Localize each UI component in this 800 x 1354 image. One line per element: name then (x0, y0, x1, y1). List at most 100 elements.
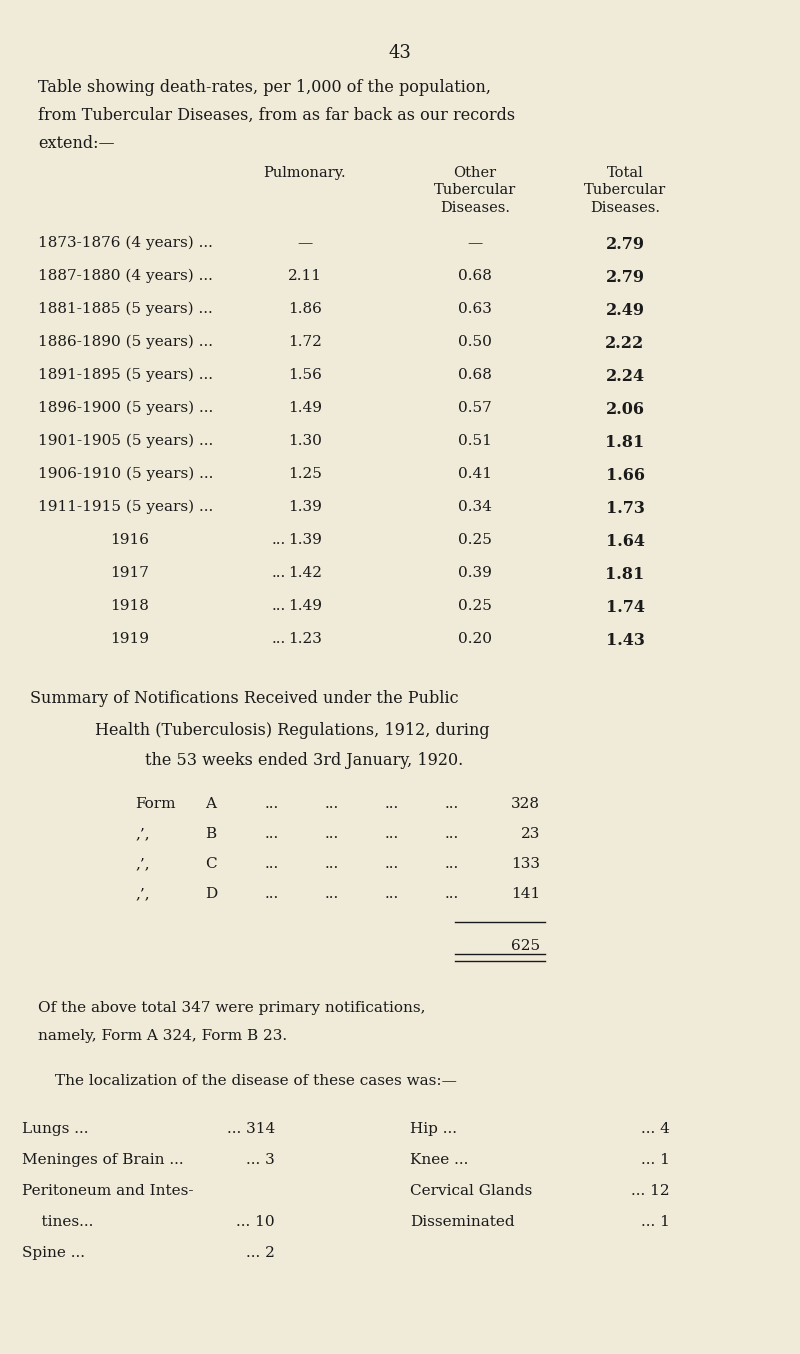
Text: 1.42: 1.42 (288, 566, 322, 580)
Text: ...: ... (325, 887, 339, 900)
Text: ...: ... (265, 857, 279, 871)
Text: ...: ... (325, 798, 339, 811)
Text: Hip ...: Hip ... (410, 1122, 457, 1136)
Text: Summary of Notifications Received under the Public: Summary of Notifications Received under … (30, 691, 458, 707)
Text: namely, Form A 324, Form B 23.: namely, Form A 324, Form B 23. (38, 1029, 287, 1043)
Text: ...: ... (445, 827, 459, 841)
Text: from Tubercular Diseases, from as far back as our records: from Tubercular Diseases, from as far ba… (38, 107, 515, 125)
Text: 625: 625 (511, 940, 540, 953)
Text: ...: ... (272, 566, 286, 580)
Text: 2.79: 2.79 (606, 269, 645, 286)
Text: 2.24: 2.24 (606, 368, 645, 385)
Text: ... 12: ... 12 (631, 1183, 670, 1198)
Text: 1.30: 1.30 (288, 435, 322, 448)
Text: 1.23: 1.23 (288, 632, 322, 646)
Text: 1917: 1917 (110, 566, 149, 580)
Text: 0.20: 0.20 (458, 632, 492, 646)
Text: ...: ... (385, 827, 399, 841)
Text: 0.57: 0.57 (458, 401, 492, 414)
Text: Peritoneum and Intes-: Peritoneum and Intes- (22, 1183, 194, 1198)
Text: 1.74: 1.74 (606, 598, 645, 616)
Text: 1887-1880 (4 years) ...: 1887-1880 (4 years) ... (38, 269, 213, 283)
Text: 1.64: 1.64 (606, 533, 645, 550)
Text: 0.51: 0.51 (458, 435, 492, 448)
Text: 2.49: 2.49 (606, 302, 645, 320)
Text: 1901-1905 (5 years) ...: 1901-1905 (5 years) ... (38, 435, 214, 448)
Text: 0.63: 0.63 (458, 302, 492, 315)
Text: 1919: 1919 (110, 632, 149, 646)
Text: 1.72: 1.72 (288, 334, 322, 349)
Text: 0.25: 0.25 (458, 598, 492, 613)
Text: ... 314: ... 314 (226, 1122, 275, 1136)
Text: —: — (467, 236, 482, 250)
Text: ...: ... (385, 798, 399, 811)
Text: 2.11: 2.11 (288, 269, 322, 283)
Text: 1.39: 1.39 (288, 500, 322, 515)
Text: ...: ... (265, 798, 279, 811)
Text: C: C (205, 857, 217, 871)
Text: 1916: 1916 (110, 533, 149, 547)
Text: Other
Tubercular
Diseases.: Other Tubercular Diseases. (434, 167, 516, 214)
Text: ...: ... (385, 887, 399, 900)
Text: ...: ... (325, 857, 339, 871)
Text: the 53 weeks ended 3rd January, 1920.: the 53 weeks ended 3rd January, 1920. (145, 751, 463, 769)
Text: Health (Tuberculosis) Regulations, 1912, during: Health (Tuberculosis) Regulations, 1912,… (95, 722, 490, 739)
Text: 2.06: 2.06 (606, 401, 645, 418)
Text: D: D (205, 887, 218, 900)
Text: 2.22: 2.22 (606, 334, 645, 352)
Text: ... 3: ... 3 (246, 1154, 275, 1167)
Text: Total
Tubercular
Diseases.: Total Tubercular Diseases. (584, 167, 666, 214)
Text: 1896-1900 (5 years) ...: 1896-1900 (5 years) ... (38, 401, 214, 416)
Text: —: — (298, 236, 313, 250)
Text: 1918: 1918 (110, 598, 149, 613)
Text: Lungs ...: Lungs ... (22, 1122, 89, 1136)
Text: Meninges of Brain ...: Meninges of Brain ... (22, 1154, 184, 1167)
Text: 1.81: 1.81 (606, 435, 645, 451)
Text: ...: ... (265, 887, 279, 900)
Text: Knee ...: Knee ... (410, 1154, 468, 1167)
Text: 1.49: 1.49 (288, 401, 322, 414)
Text: ... 10: ... 10 (236, 1215, 275, 1229)
Text: ,’,: ,’, (135, 887, 150, 900)
Text: 0.50: 0.50 (458, 334, 492, 349)
Text: ,’,: ,’, (135, 827, 150, 841)
Text: ...: ... (385, 857, 399, 871)
Text: 43: 43 (389, 43, 411, 62)
Text: ,’,: ,’, (135, 857, 150, 871)
Text: 1.81: 1.81 (606, 566, 645, 584)
Text: extend:—: extend:— (38, 135, 114, 152)
Text: ... 1: ... 1 (641, 1215, 670, 1229)
Text: 1881-1885 (5 years) ...: 1881-1885 (5 years) ... (38, 302, 213, 317)
Text: ... 1: ... 1 (641, 1154, 670, 1167)
Text: 1.66: 1.66 (606, 467, 645, 483)
Text: Of the above total 347 were primary notifications,: Of the above total 347 were primary noti… (38, 1001, 426, 1016)
Text: 1.86: 1.86 (288, 302, 322, 315)
Text: Table showing death-rates, per 1,000 of the population,: Table showing death-rates, per 1,000 of … (38, 79, 491, 96)
Text: Disseminated: Disseminated (410, 1215, 514, 1229)
Text: ...: ... (445, 887, 459, 900)
Text: Cervical Glands: Cervical Glands (410, 1183, 532, 1198)
Text: ...: ... (272, 533, 286, 547)
Text: 1906-1910 (5 years) ...: 1906-1910 (5 years) ... (38, 467, 214, 482)
Text: ...: ... (445, 798, 459, 811)
Text: 1.56: 1.56 (288, 368, 322, 382)
Text: 0.39: 0.39 (458, 566, 492, 580)
Text: 1.73: 1.73 (606, 500, 645, 517)
Text: 23: 23 (521, 827, 540, 841)
Text: 0.25: 0.25 (458, 533, 492, 547)
Text: ... 2: ... 2 (246, 1246, 275, 1261)
Text: 1891-1895 (5 years) ...: 1891-1895 (5 years) ... (38, 368, 213, 382)
Text: 1.25: 1.25 (288, 467, 322, 481)
Text: ...: ... (445, 857, 459, 871)
Text: A: A (205, 798, 216, 811)
Text: 1886-1890 (5 years) ...: 1886-1890 (5 years) ... (38, 334, 213, 349)
Text: Pulmonary.: Pulmonary. (264, 167, 346, 180)
Text: ...: ... (265, 827, 279, 841)
Text: ... 4: ... 4 (641, 1122, 670, 1136)
Text: 0.68: 0.68 (458, 269, 492, 283)
Text: ...: ... (325, 827, 339, 841)
Text: 0.41: 0.41 (458, 467, 492, 481)
Text: 1.49: 1.49 (288, 598, 322, 613)
Text: 1.43: 1.43 (606, 632, 645, 649)
Text: Form: Form (135, 798, 175, 811)
